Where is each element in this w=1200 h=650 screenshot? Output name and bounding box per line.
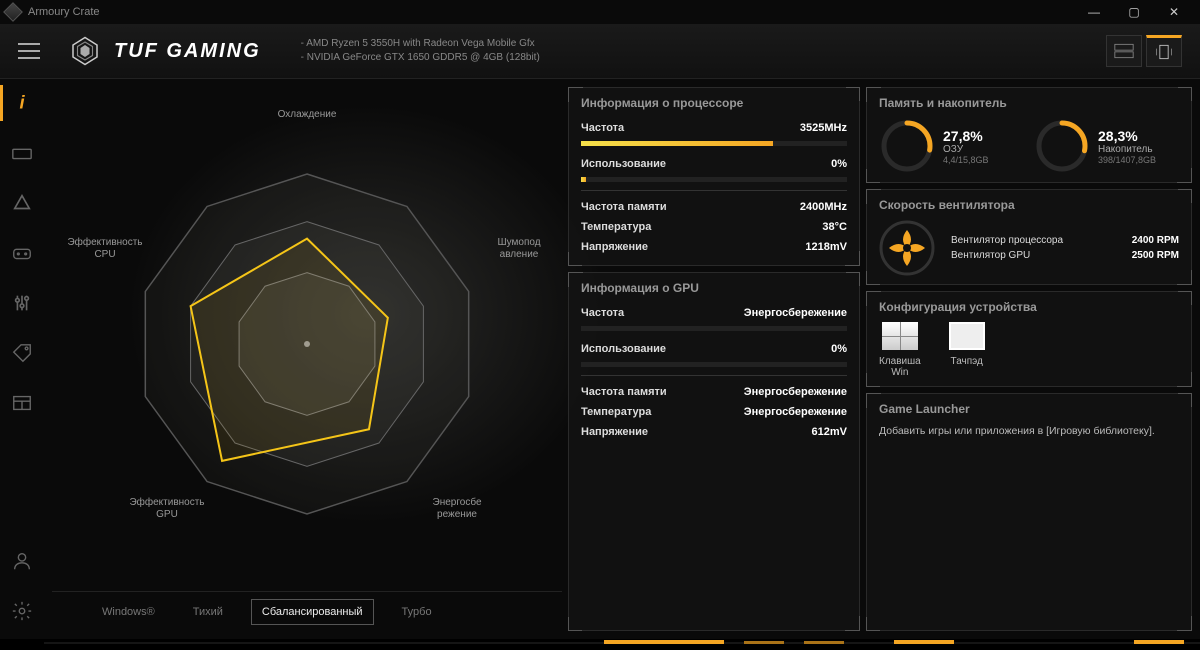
gpu-use-value: 0% [831,343,847,355]
device-touchpad[interactable]: Тачпэд [949,322,985,378]
touchpad-icon [949,322,985,350]
maximize-button[interactable]: ▢ [1114,0,1154,24]
sidebar-deals[interactable] [8,339,36,367]
ram-gauge: 27,8% ОЗУ 4,4/15,8GB [879,118,1024,174]
storage-gauge: 28,3% Накопитель 398/1407,8GB [1034,118,1179,174]
storage-label: Накопитель [1098,144,1156,155]
radar-label-gpu: Эффективность GPU [122,497,212,521]
gpu-volt-value: 612mV [812,426,847,438]
sidebar-dashboard[interactable]: i [8,89,36,117]
winkey-label: Клавиша Win [879,356,921,378]
fan-cpu-unit: RPM [1157,235,1179,246]
memory-panel-title: Память и накопитель [879,96,1179,110]
cpu-spec: AMD Ryzen 5 3550H with Radeon Vega Mobil… [301,37,540,51]
windows-key-icon [882,322,918,350]
fan-cpu-label: Вентилятор процессора [951,235,1063,246]
radar-label-cpu: Эффективность CPU [60,237,150,261]
gpu-freq-value: Энергосбережение [744,307,847,319]
launcher-title: Game Launcher [879,402,1179,416]
mode-balanced[interactable]: Сбалансированный [251,599,374,625]
fan-panel: Скорость вентилятора Вентилятор [866,189,1192,285]
sidebar-tuning[interactable] [8,289,36,317]
cpu-freq-label: Частота [581,122,624,134]
game-launcher-panel[interactable]: Game Launcher Добавить игры или приложен… [866,393,1192,631]
device-config-panel: Конфигурация устройства Клавиша Win Тачп… [866,291,1192,387]
header: TUF GAMING AMD Ryzen 5 3550H with Radeon… [0,24,1200,79]
gpu-temp-value: Энергосбережение [744,406,847,418]
view-mode-2[interactable] [1146,35,1182,67]
sidebar-gamepad[interactable] [8,239,36,267]
gpu-info-panel: Информация о GPU Частота Энергосбережение… [568,272,860,631]
cpu-volt-label: Напряжение [581,241,648,253]
gpu-freq-label: Частота [581,307,624,319]
sidebar-account[interactable] [8,547,36,575]
gpu-volt-label: Напряжение [581,426,648,438]
gpu-panel-title: Информация о GPU [581,281,847,295]
radar-label-power: Энергосбе режение [422,497,492,521]
fan-panel-title: Скорость вентилятора [879,198,1179,212]
storage-pct: 28,3% [1098,128,1156,144]
app-icon [3,2,23,22]
gpu-spec: NVIDIA GeForce GTX 1650 GDDR5 @ 4GB (128… [301,51,540,65]
cpu-temp-value: 38°C [822,221,847,233]
main-content: Охлаждение Шумопод авление Энергосбе реж… [44,79,1200,639]
performance-radar-panel: Охлаждение Шумопод авление Энергосбе реж… [52,87,562,631]
cpu-freq-value: 3525MHz [800,122,847,134]
brand-text: TUF GAMING [114,40,261,63]
cpu-mem-value: 2400MHz [800,201,847,213]
device-winkey[interactable]: Клавиша Win [879,322,921,378]
fan-gpu-value: 2500 [1132,250,1154,261]
cpu-mem-label: Частота памяти [581,201,667,213]
device-config-title: Конфигурация устройства [879,300,1179,314]
ram-label: ОЗУ [943,144,989,155]
system-specs: AMD Ryzen 5 3550H with Radeon Vega Mobil… [301,37,540,65]
gpu-mem-label: Частота памяти [581,386,667,398]
cpu-temp-label: Температура [581,221,651,233]
titlebar: Armoury Crate — ▢ ✕ [0,0,1200,24]
ram-sub: 4,4/15,8GB [943,155,989,165]
mode-windows[interactable]: Windows® [92,600,165,624]
sidebar-settings[interactable] [8,597,36,625]
sidebar-keyboard[interactable] [8,139,36,167]
view-mode-1[interactable] [1106,35,1142,67]
fan-cpu-value: 2400 [1132,235,1154,246]
mode-turbo[interactable]: Турбо [392,600,442,624]
header-view-toggle [1106,35,1182,67]
menu-button[interactable] [18,43,40,59]
mode-tabs: Windows® Тихий Сбалансированный Турбо [52,591,562,631]
cpu-use-label: Использование [581,158,666,170]
cpu-info-panel: Информация о процессоре Частота 3525MHz И… [568,87,860,266]
sidebar-aura[interactable] [8,189,36,217]
radar-label-cooling: Охлаждение [278,109,337,121]
storage-sub: 398/1407,8GB [1098,155,1156,165]
radar-label-noise: Шумопод авление [484,237,554,261]
gpu-mem-value: Энергосбережение [744,386,847,398]
brand: TUF GAMING [70,36,261,66]
mode-silent[interactable]: Тихий [183,600,233,624]
radar-chart: Охлаждение Шумопод авление Энергосбе реж… [52,87,562,591]
cpu-use-value: 0% [831,158,847,170]
fan-gpu-label: Вентилятор GPU [951,250,1030,261]
app-title: Armoury Crate [28,6,100,18]
fan-icon [879,220,935,276]
touchpad-label: Тачпэд [951,356,983,367]
gpu-temp-label: Температура [581,406,651,418]
ram-pct: 27,8% [943,128,989,144]
minimize-button[interactable]: — [1074,0,1114,24]
gpu-use-label: Использование [581,343,666,355]
sidebar-news[interactable] [8,389,36,417]
close-button[interactable]: ✕ [1154,0,1194,24]
cpu-volt-value: 1218mV [805,241,847,253]
tuf-logo-icon [70,36,100,66]
fan-gpu-unit: RPM [1157,250,1179,261]
svg-text:i: i [19,92,25,113]
memory-panel: Память и накопитель 27,8% ОЗУ 4,4/15,8GB [866,87,1192,183]
launcher-text: Добавить игры или приложения в [Игровую … [879,424,1179,439]
sidebar: i [0,79,44,639]
cpu-panel-title: Информация о процессоре [581,96,847,110]
